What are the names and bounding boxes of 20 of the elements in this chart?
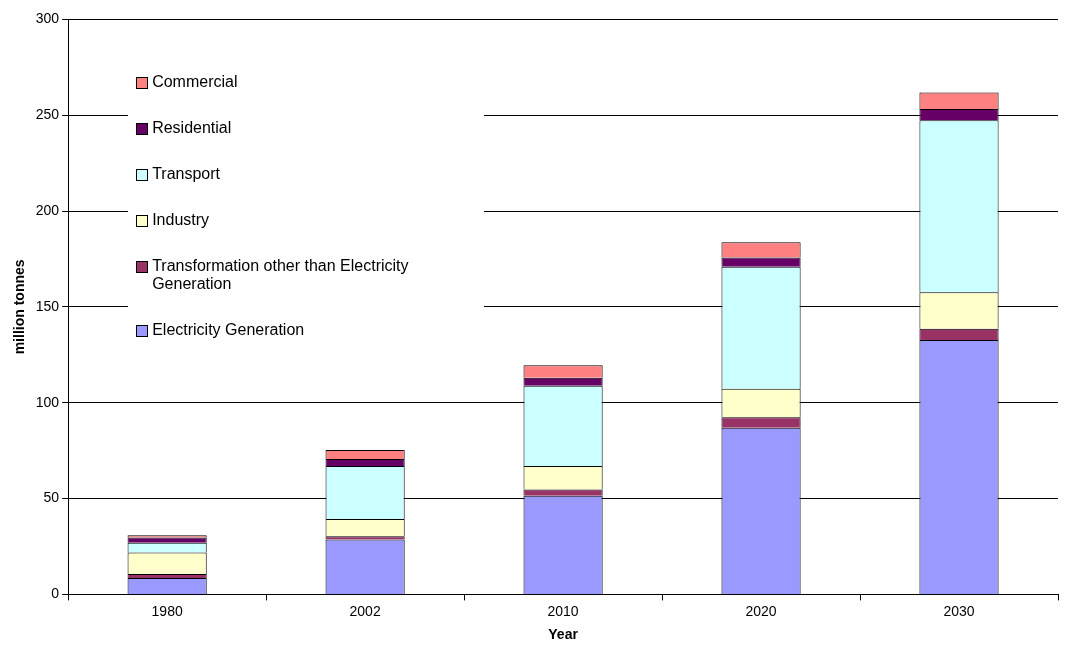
y-tick-label: 150 (35, 297, 60, 314)
legend-label: Commercial (152, 73, 238, 92)
y-axis-title: million tonnes (11, 259, 28, 355)
y-tick-label: 0 (51, 585, 60, 602)
x-tick-label: 2020 (745, 602, 777, 619)
x-tick-label: 2010 (547, 602, 579, 619)
legend-label: Industry (152, 211, 210, 230)
legend-label: Transport (152, 165, 221, 184)
legend-label: Residential (152, 119, 232, 138)
legend-label: Electricity Generation (152, 321, 305, 340)
y-tick-label: 100 (35, 393, 60, 410)
x-tick-label: 1980 (151, 602, 183, 619)
y-tick-label: 250 (35, 106, 60, 123)
y-tick-label: 50 (43, 489, 60, 506)
x-tick-label: 2002 (349, 602, 381, 619)
legend-label: Transformation other than Electricity Generation (152, 257, 410, 294)
x-axis-title: Year (548, 626, 579, 643)
x-tick-label: 2030 (943, 602, 975, 619)
y-tick-label: 200 (35, 201, 60, 218)
y-tick-label: 300 (35, 10, 60, 27)
